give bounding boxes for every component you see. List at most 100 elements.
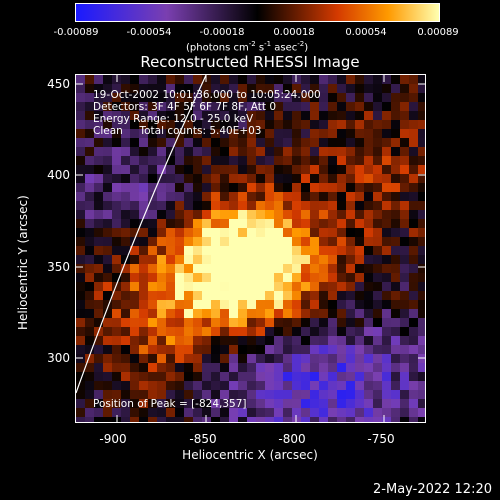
image-pixel bbox=[265, 219, 275, 229]
image-pixel bbox=[346, 300, 356, 310]
image-pixel bbox=[265, 282, 275, 292]
image-pixel bbox=[238, 246, 248, 256]
image-pixel bbox=[103, 273, 113, 283]
image-pixel bbox=[76, 291, 86, 301]
image-pixel bbox=[193, 381, 203, 391]
image-pixel bbox=[310, 372, 320, 382]
image-pixel bbox=[355, 84, 365, 94]
image-pixel bbox=[391, 264, 401, 274]
image-pixel bbox=[364, 147, 374, 157]
image-pixel bbox=[283, 201, 293, 211]
image-pixel bbox=[373, 219, 383, 229]
image-pixel bbox=[76, 93, 86, 103]
image-pixel bbox=[310, 138, 320, 148]
image-pixel bbox=[184, 246, 194, 256]
image-pixel bbox=[364, 201, 374, 211]
image-pixel bbox=[193, 183, 203, 193]
image-pixel bbox=[220, 399, 230, 409]
image-pixel bbox=[229, 246, 239, 256]
image-pixel bbox=[346, 93, 356, 103]
image-pixel bbox=[139, 255, 149, 265]
image-pixel bbox=[121, 102, 131, 112]
image-pixel bbox=[211, 93, 221, 103]
image-pixel bbox=[157, 192, 167, 202]
image-pixel bbox=[418, 102, 425, 112]
image-pixel bbox=[130, 129, 140, 139]
image-pixel bbox=[184, 408, 194, 418]
image-pixel bbox=[247, 354, 257, 364]
image-pixel bbox=[373, 201, 383, 211]
image-pixel bbox=[364, 309, 374, 319]
image-pixel bbox=[76, 300, 86, 310]
image-pixel bbox=[220, 291, 230, 301]
image-pixel bbox=[94, 156, 104, 166]
image-pixel bbox=[166, 255, 176, 265]
image-pixel bbox=[157, 372, 167, 382]
image-pixel bbox=[130, 201, 140, 211]
image-pixel bbox=[373, 417, 383, 422]
image-pixel bbox=[85, 408, 95, 418]
image-pixel bbox=[409, 129, 419, 139]
image-pixel bbox=[130, 282, 140, 292]
image-pixel bbox=[301, 282, 311, 292]
image-pixel bbox=[148, 363, 158, 373]
image-pixel bbox=[85, 417, 95, 422]
image-pixel bbox=[76, 372, 86, 382]
image-pixel bbox=[211, 237, 221, 247]
image-pixel bbox=[373, 84, 383, 94]
image-pixel bbox=[391, 147, 401, 157]
image-pixel bbox=[256, 147, 266, 157]
image-pixel bbox=[166, 399, 176, 409]
image-pixel bbox=[121, 354, 131, 364]
image-pixel bbox=[319, 381, 329, 391]
image-pixel bbox=[418, 255, 425, 265]
image-pixel bbox=[76, 138, 86, 148]
image-pixel bbox=[355, 354, 365, 364]
image-pixel bbox=[409, 381, 419, 391]
image-pixel bbox=[301, 93, 311, 103]
image-pixel bbox=[121, 192, 131, 202]
image-pixel bbox=[364, 363, 374, 373]
image-pixel bbox=[175, 255, 185, 265]
image-pixel bbox=[247, 282, 257, 292]
image-pixel bbox=[319, 228, 329, 238]
image-pixel bbox=[175, 84, 185, 94]
image-pixel bbox=[202, 156, 212, 166]
image-pixel bbox=[418, 192, 425, 202]
image-pixel bbox=[94, 390, 104, 400]
image-pixel bbox=[193, 408, 203, 418]
image-pixel bbox=[94, 417, 104, 422]
image-pixel bbox=[157, 219, 167, 229]
image-pixel bbox=[76, 165, 86, 175]
image-pixel bbox=[247, 318, 257, 328]
image-pixel bbox=[382, 93, 392, 103]
image-pixel bbox=[130, 183, 140, 193]
image-pixel bbox=[373, 318, 383, 328]
image-pixel bbox=[292, 390, 302, 400]
image-pixel bbox=[319, 210, 329, 220]
image-pixel bbox=[274, 183, 284, 193]
image-pixel bbox=[121, 183, 131, 193]
image-pixel bbox=[202, 300, 212, 310]
image-pixel bbox=[409, 174, 419, 184]
image-pixel bbox=[373, 228, 383, 238]
image-pixel bbox=[247, 120, 257, 130]
image-pixel bbox=[211, 210, 221, 220]
image-pixel bbox=[238, 183, 248, 193]
image-pixel bbox=[103, 291, 113, 301]
image-pixel bbox=[130, 138, 140, 148]
image-pixel bbox=[247, 102, 257, 112]
image-pixel bbox=[184, 381, 194, 391]
image-pixel bbox=[283, 156, 293, 166]
image-pixel bbox=[346, 309, 356, 319]
image-pixel bbox=[400, 300, 410, 310]
image-pixel bbox=[373, 210, 383, 220]
image-pixel bbox=[220, 381, 230, 391]
image-pixel bbox=[85, 372, 95, 382]
image-pixel bbox=[184, 165, 194, 175]
image-pixel bbox=[355, 363, 365, 373]
image-pixel bbox=[184, 336, 194, 346]
image-pixel bbox=[139, 246, 149, 256]
image-pixel bbox=[157, 147, 167, 157]
image-title: Reconstructed RHESSI Image bbox=[140, 53, 360, 71]
